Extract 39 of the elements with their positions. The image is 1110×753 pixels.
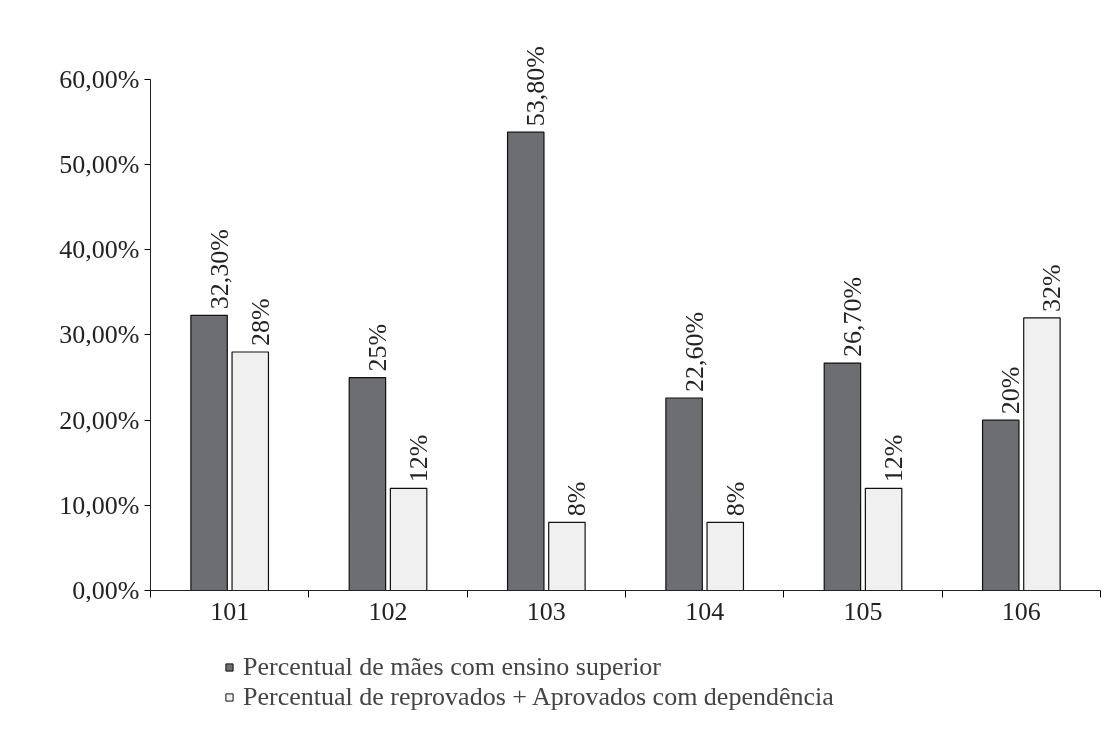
x-tick-label: 106 (1001, 596, 1041, 626)
y-tick-label: 50,00% (59, 150, 140, 180)
y-tick-label: 10,00% (59, 490, 140, 520)
bar (981, 419, 1020, 591)
y-tick-label: 20,00% (59, 405, 140, 435)
data-label: 12% (404, 434, 434, 483)
bar (823, 362, 862, 591)
data-label: 32,30% (204, 229, 234, 310)
data-label: 53,80% (521, 46, 551, 127)
bar (665, 397, 703, 591)
y-tick-label: 0,00% (72, 576, 140, 605)
bar (548, 521, 586, 591)
data-label: 25% (362, 323, 392, 372)
x-tick-label: 104 (685, 596, 725, 626)
bar (190, 314, 228, 591)
data-label: 20% (996, 366, 1026, 415)
bar (389, 487, 428, 591)
x-tick-label: 102 (368, 596, 408, 626)
x-tick-label: 105 (843, 596, 883, 626)
data-label: 32% (1037, 264, 1067, 312)
y-tick-label: 40,00% (59, 235, 140, 265)
y-tick-label: 30,00% (59, 320, 140, 350)
y-tick-label: 60,00% (59, 64, 140, 94)
data-label: 12% (879, 434, 909, 483)
x-tick-label: 101 (210, 596, 250, 626)
bar (506, 131, 545, 591)
data-label: 22,60% (679, 311, 709, 392)
data-label: 8% (720, 481, 750, 517)
data-label: 28% (245, 298, 275, 346)
bar (864, 487, 903, 591)
legend-label: Percentual de reprovados + Aprovados com dependência (243, 682, 834, 712)
x-tick-label: 103 (526, 596, 566, 626)
bar (231, 351, 270, 591)
bar (706, 521, 745, 591)
data-label: 26,70% (837, 276, 867, 358)
bar (1023, 317, 1061, 591)
bar (348, 376, 387, 591)
data-label: 8% (562, 481, 592, 517)
legend-label: Percentual de mães com ensino superior (243, 652, 662, 682)
